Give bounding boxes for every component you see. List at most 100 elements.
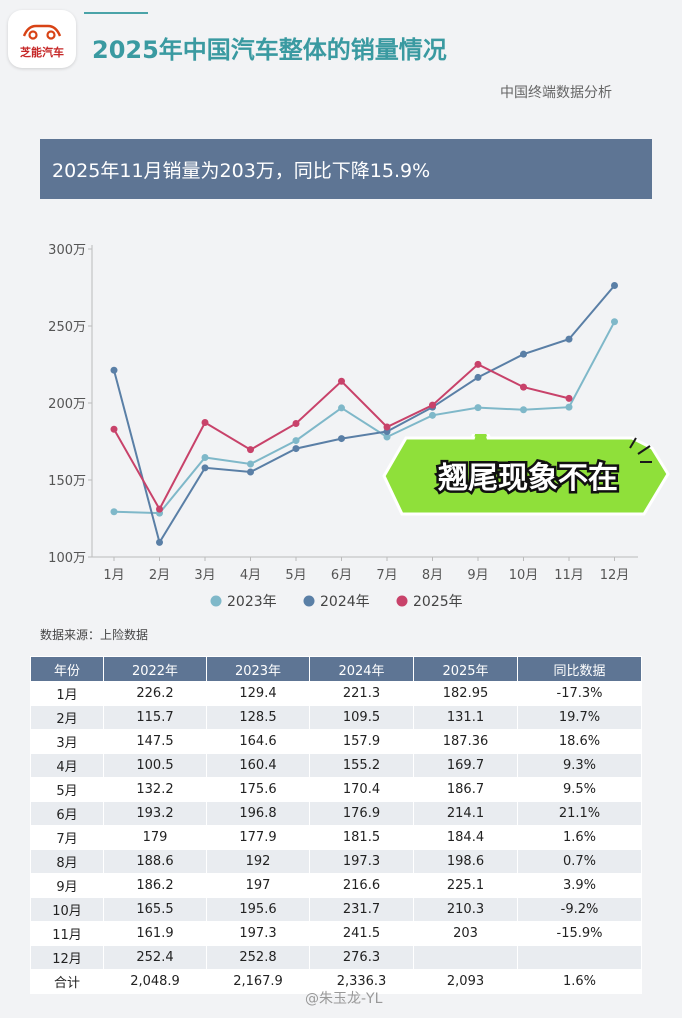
table-cell: 197 — [206, 873, 310, 898]
data-point — [611, 281, 618, 289]
table-cell: 181.5 — [309, 825, 414, 850]
sparkle-icon — [629, 437, 652, 463]
data-point — [156, 505, 163, 513]
y-tick-label: 150万 — [48, 474, 86, 489]
data-point — [110, 425, 118, 433]
table-row: 7月 179 177.9 181.5 184.4 1.6% — [30, 825, 642, 850]
data-point — [520, 350, 527, 358]
x-tick-label: 6月 — [331, 568, 352, 583]
table-cell: 198.6 — [413, 849, 518, 874]
table-cell: 9.5% — [517, 777, 642, 802]
table-row: 4月 100.5 160.4 155.2 169.7 9.3% — [30, 753, 642, 778]
table-cell: 147.5 — [103, 729, 207, 754]
table-cell: 225.1 — [413, 873, 518, 898]
table-cell: 8月 — [30, 849, 104, 874]
table-cell: -17.3% — [517, 681, 642, 706]
table-header-cell: 年份 — [30, 656, 104, 682]
table-cell: 合计 — [30, 969, 104, 994]
table-cell: 1月 — [30, 681, 104, 706]
data-point — [247, 460, 254, 468]
page-subtitle: 中国终端数据分析 — [500, 85, 612, 101]
table-cell: 210.3 — [413, 897, 518, 922]
table-header-cell: 2023年 — [206, 656, 310, 682]
data-point — [565, 403, 573, 411]
table-cell: 129.4 — [206, 681, 310, 706]
data-point — [338, 404, 345, 412]
data-point — [156, 538, 163, 546]
data-point — [474, 373, 482, 381]
data-point — [520, 406, 527, 414]
table-cell: 164.6 — [206, 729, 310, 754]
title-accent-line — [84, 12, 148, 14]
x-tick-label: 11月 — [554, 568, 584, 583]
table-cell: 128.5 — [206, 705, 310, 730]
data-point — [474, 404, 482, 412]
table-header-row: 年份 2022年 2023年 2024年 2025年 同比数据 — [30, 656, 642, 682]
table-row: 11月 161.9 197.3 241.5 203 -15.9% — [30, 921, 642, 946]
table-row: 5月 132.2 175.6 170.4 186.7 9.5% — [30, 777, 642, 802]
table-cell: 115.7 — [103, 705, 207, 730]
y-tick-label: 100万 — [48, 551, 86, 566]
table-cell: 241.5 — [309, 921, 414, 946]
data-point — [474, 360, 482, 368]
data-point — [520, 383, 527, 391]
data-point — [201, 454, 209, 462]
table-row: 合计 2,048.9 2,167.9 2,336.3 2,093 1.6% — [30, 969, 642, 994]
data-source-note: 数据来源：上险数据 — [40, 628, 149, 642]
table-header-cell: 同比数据 — [517, 656, 642, 682]
table-cell: 19.7% — [517, 705, 642, 730]
table-row: 2月 115.7 128.5 109.5 131.1 19.7% — [30, 705, 642, 730]
table-cell: 182.95 — [413, 681, 518, 706]
table-cell: 214.1 — [413, 801, 518, 826]
data-point — [611, 318, 618, 326]
sales-line-chart: 100万 150万 200万 250万 300万 1月 2月 3月 4月 5月 6月 7月 8月 9月 10… — [48, 243, 638, 610]
x-tick-label: 7月 — [376, 568, 397, 583]
data-point — [201, 418, 209, 426]
table-cell: 170.4 — [309, 777, 414, 802]
table-row: 9月 186.2 197 216.6 225.1 3.9% — [30, 873, 642, 898]
table-cell: 2,093 — [413, 969, 518, 994]
legend-label: 2024年 — [320, 594, 370, 610]
table-cell: 169.7 — [413, 753, 518, 778]
data-point — [110, 366, 118, 374]
legend-marker — [396, 595, 408, 607]
series-line-0 — [113, 321, 616, 515]
table-cell: 1.6% — [517, 969, 642, 994]
table-row: 10月 165.5 195.6 231.7 210.3 -9.2% — [30, 897, 642, 922]
sales-data-table: 年份 2022年 2023年 2024年 2025年 同比数据 1月 226.2 129.4 2… — [30, 656, 642, 994]
table-row: 6月 193.2 196.8 176.9 214.1 21.1% — [30, 801, 642, 826]
data-point — [338, 435, 345, 443]
table-cell: 131.1 — [413, 705, 518, 730]
callout-text: 翘尾现象不在 — [437, 461, 618, 496]
table-cell: 160.4 — [206, 753, 310, 778]
x-tick-label: 1月 — [103, 568, 124, 583]
table-cell: 109.5 — [309, 705, 414, 730]
y-tick-label: 250万 — [48, 320, 86, 335]
table-cell: 100.5 — [103, 753, 207, 778]
data-point — [338, 377, 345, 385]
table-cell: 4月 — [30, 753, 104, 778]
table-cell: 252.4 — [103, 945, 207, 970]
table-cell — [413, 945, 518, 970]
table-cell: 3月 — [30, 729, 104, 754]
data-point — [247, 468, 254, 476]
table-cell: 7月 — [30, 825, 104, 850]
table-row: 12月 252.4 252.8 276.3 — [30, 945, 642, 970]
legend-label: 2023年 — [227, 594, 277, 610]
table-cell: 252.8 — [206, 945, 310, 970]
table-cell — [517, 945, 642, 970]
table-header-cell: 2022年 — [103, 656, 207, 682]
table-cell: 203 — [413, 921, 518, 946]
x-tick-label: 8月 — [422, 568, 443, 583]
table-cell: 161.9 — [103, 921, 207, 946]
car-logo-icon — [22, 24, 62, 40]
table-cell: 226.2 — [103, 681, 207, 706]
table-cell: 196.8 — [206, 801, 310, 826]
data-point — [429, 411, 436, 419]
table-cell: 184.4 — [413, 825, 518, 850]
callout-badge: 翘尾现象不在 — [382, 434, 670, 516]
table-cell: 179 — [103, 825, 207, 850]
x-tick-label: 3月 — [194, 568, 215, 583]
table-cell: 2月 — [30, 705, 104, 730]
x-tick-label: 5月 — [285, 568, 306, 583]
